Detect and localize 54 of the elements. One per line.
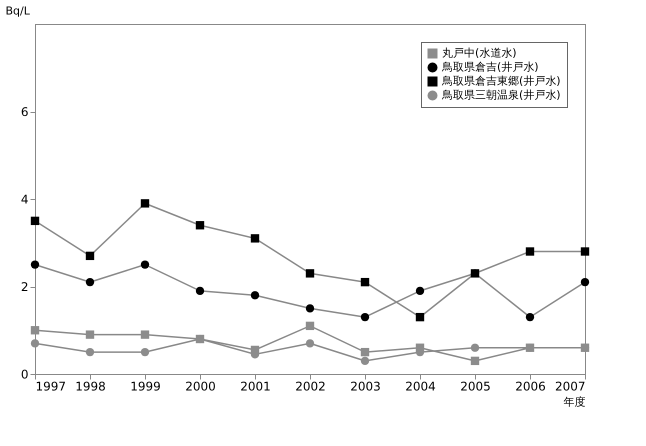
x-tick-label: 2006: [515, 380, 546, 394]
x-tick-label: 1998: [75, 380, 106, 394]
point: [526, 312, 534, 322]
y-tick-label: 2: [20, 280, 28, 294]
point: [470, 356, 480, 366]
point: [526, 247, 534, 256]
x-tick-label: 2000: [185, 380, 216, 394]
point: [86, 330, 94, 339]
x-tick-label: 1997: [36, 380, 66, 394]
point: [360, 356, 370, 366]
point: [580, 278, 590, 286]
point: [470, 344, 480, 352]
point: [140, 348, 150, 356]
x-axis-title: 年度: [564, 396, 586, 408]
point: [470, 269, 480, 278]
point: [140, 330, 150, 339]
point: [306, 304, 314, 313]
point: [306, 269, 314, 278]
point: [250, 291, 260, 300]
point: [86, 252, 94, 260]
x-tick-label: 2001: [240, 380, 271, 394]
point: [360, 348, 370, 356]
point: [86, 278, 94, 286]
point: [580, 247, 590, 256]
point: [360, 312, 370, 322]
point: [30, 326, 40, 334]
legend-label: 鳥取県倉吉(井戸水): [441, 60, 539, 74]
y-tick-label: 6: [20, 105, 28, 119]
point: [86, 348, 94, 356]
legend-label: 鳥取県倉吉東郷(井戸水): [441, 74, 561, 88]
point: [30, 339, 40, 348]
legend-label: 丸戸中(水道水): [442, 46, 517, 60]
point: [140, 199, 150, 208]
legend-label: 鳥取県三朝温泉(井戸水): [441, 88, 561, 102]
point: [30, 260, 40, 269]
point: [360, 278, 370, 286]
point: [30, 216, 40, 226]
x-tick-label: 1999: [130, 380, 161, 394]
point: [140, 260, 150, 269]
point: [416, 312, 424, 322]
point: [416, 286, 424, 296]
point: [196, 286, 204, 296]
x-tick-label: 2005: [460, 380, 491, 394]
y-tick-label: 0: [20, 368, 28, 382]
point: [250, 234, 260, 243]
x-tick-label: 2007: [554, 380, 586, 394]
x-tick-label: 2002: [295, 380, 326, 394]
point: [306, 322, 314, 330]
point: [196, 221, 204, 230]
point: [306, 339, 314, 348]
x-tick-label: 2004: [405, 380, 436, 394]
y-axis-title: Bq/L: [6, 4, 31, 18]
x-tick-label: 2003: [350, 380, 381, 394]
y-tick-label: 4: [20, 192, 28, 206]
